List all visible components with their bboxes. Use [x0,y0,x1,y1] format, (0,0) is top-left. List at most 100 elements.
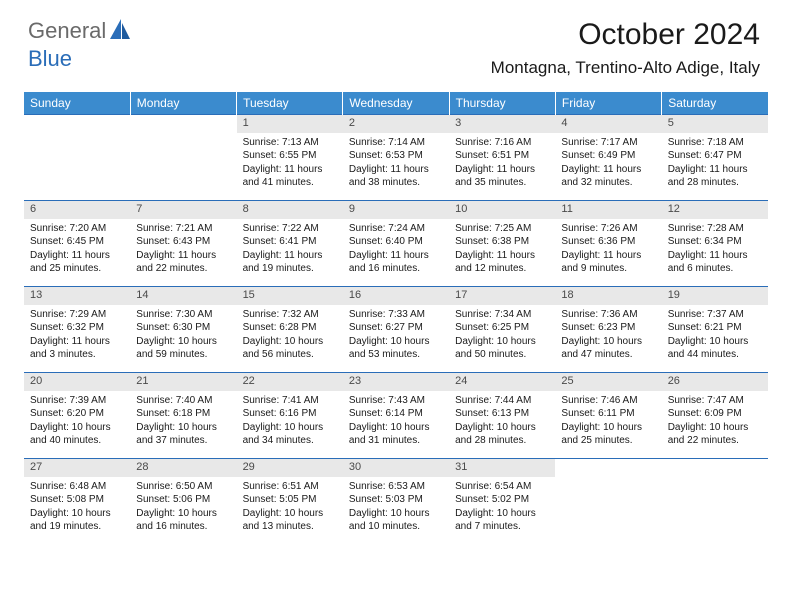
weekday-header-row: Sunday Monday Tuesday Wednesday Thursday… [24,92,768,115]
sunset-text: Sunset: 6:53 PM [349,149,443,163]
sunrise-text: Sunrise: 6:48 AM [30,480,124,494]
sunrise-text: Sunrise: 7:41 AM [243,394,337,408]
day-number-cell: 22 [237,373,343,391]
daylight-text: Daylight: 10 hours and 50 minutes. [455,335,549,362]
sunset-text: Sunset: 5:03 PM [349,493,443,507]
sunset-text: Sunset: 6:20 PM [30,407,124,421]
day-number-cell [130,115,236,133]
content-row: Sunrise: 7:20 AMSunset: 6:45 PMDaylight:… [24,219,768,287]
daylight-text: Daylight: 10 hours and 56 minutes. [243,335,337,362]
day-number-cell: 2 [343,115,449,133]
sunset-text: Sunset: 6:38 PM [455,235,549,249]
sunset-text: Sunset: 6:43 PM [136,235,230,249]
daylight-text: Daylight: 10 hours and 40 minutes. [30,421,124,448]
logo-text-blue: Blue [28,46,72,71]
day-number-cell [662,459,768,477]
sunrise-text: Sunrise: 7:29 AM [30,308,124,322]
day-content-cell: Sunrise: 7:25 AMSunset: 6:38 PMDaylight:… [449,219,555,287]
day-number-cell: 28 [130,459,236,477]
content-row: Sunrise: 7:39 AMSunset: 6:20 PMDaylight:… [24,391,768,459]
sunrise-text: Sunrise: 7:22 AM [243,222,337,236]
day-number-cell: 26 [662,373,768,391]
daylight-text: Daylight: 11 hours and 41 minutes. [243,163,337,190]
daylight-text: Daylight: 10 hours and 16 minutes. [136,507,230,534]
sunrise-text: Sunrise: 7:33 AM [349,308,443,322]
daylight-text: Daylight: 10 hours and 19 minutes. [30,507,124,534]
sunset-text: Sunset: 6:55 PM [243,149,337,163]
sunrise-text: Sunrise: 6:50 AM [136,480,230,494]
sunrise-text: Sunrise: 7:14 AM [349,136,443,150]
sunset-text: Sunset: 6:21 PM [668,321,762,335]
day-content-cell: Sunrise: 7:28 AMSunset: 6:34 PMDaylight:… [662,219,768,287]
day-content-cell: Sunrise: 7:44 AMSunset: 6:13 PMDaylight:… [449,391,555,459]
sunrise-text: Sunrise: 7:32 AM [243,308,337,322]
sunset-text: Sunset: 6:23 PM [561,321,655,335]
weekday-header: Tuesday [237,92,343,115]
sunrise-text: Sunrise: 7:34 AM [455,308,549,322]
daylight-text: Daylight: 11 hours and 35 minutes. [455,163,549,190]
sunrise-text: Sunrise: 7:16 AM [455,136,549,150]
sunrise-text: Sunrise: 7:37 AM [668,308,762,322]
month-title: October 2024 [491,18,760,52]
daylight-text: Daylight: 10 hours and 34 minutes. [243,421,337,448]
sunset-text: Sunset: 5:02 PM [455,493,549,507]
day-content-cell: Sunrise: 7:41 AMSunset: 6:16 PMDaylight:… [237,391,343,459]
weekday-header: Thursday [449,92,555,115]
daylight-text: Daylight: 11 hours and 32 minutes. [561,163,655,190]
daylight-text: Daylight: 11 hours and 28 minutes. [668,163,762,190]
daynum-row: 20212223242526 [24,373,768,391]
day-number-cell: 27 [24,459,130,477]
day-content-cell [555,477,661,545]
daynum-row: 2728293031 [24,459,768,477]
sunset-text: Sunset: 5:05 PM [243,493,337,507]
day-content-cell: Sunrise: 7:40 AMSunset: 6:18 PMDaylight:… [130,391,236,459]
day-content-cell: Sunrise: 6:54 AMSunset: 5:02 PMDaylight:… [449,477,555,545]
logo-text-general: General [28,18,106,44]
day-content-cell [130,133,236,201]
sunrise-text: Sunrise: 7:44 AM [455,394,549,408]
sunrise-text: Sunrise: 7:18 AM [668,136,762,150]
sunrise-text: Sunrise: 7:21 AM [136,222,230,236]
sunset-text: Sunset: 6:49 PM [561,149,655,163]
weekday-header: Sunday [24,92,130,115]
daylight-text: Daylight: 10 hours and 28 minutes. [455,421,549,448]
title-block: October 2024 Montagna, Trentino-Alto Adi… [491,18,760,78]
weekday-header: Monday [130,92,236,115]
logo-sail-icon [110,19,132,44]
daylight-text: Daylight: 11 hours and 9 minutes. [561,249,655,276]
day-content-cell: Sunrise: 6:51 AMSunset: 5:05 PMDaylight:… [237,477,343,545]
content-row: Sunrise: 7:13 AMSunset: 6:55 PMDaylight:… [24,133,768,201]
day-content-cell: Sunrise: 6:53 AMSunset: 5:03 PMDaylight:… [343,477,449,545]
day-content-cell: Sunrise: 7:36 AMSunset: 6:23 PMDaylight:… [555,305,661,373]
day-number-cell: 10 [449,201,555,219]
header: General October 2024 Montagna, Trentino-… [0,0,792,78]
daylight-text: Daylight: 10 hours and 59 minutes. [136,335,230,362]
daylight-text: Daylight: 11 hours and 16 minutes. [349,249,443,276]
sunset-text: Sunset: 6:18 PM [136,407,230,421]
daynum-row: 6789101112 [24,201,768,219]
daylight-text: Daylight: 10 hours and 44 minutes. [668,335,762,362]
day-number-cell: 19 [662,287,768,305]
sunrise-text: Sunrise: 7:26 AM [561,222,655,236]
day-number-cell: 29 [237,459,343,477]
day-number-cell [24,115,130,133]
sunset-text: Sunset: 6:30 PM [136,321,230,335]
day-number-cell: 20 [24,373,130,391]
sunrise-text: Sunrise: 6:54 AM [455,480,549,494]
day-content-cell: Sunrise: 7:46 AMSunset: 6:11 PMDaylight:… [555,391,661,459]
sunset-text: Sunset: 6:36 PM [561,235,655,249]
day-number-cell: 3 [449,115,555,133]
sunset-text: Sunset: 6:40 PM [349,235,443,249]
day-number-cell: 11 [555,201,661,219]
day-number-cell: 13 [24,287,130,305]
sunrise-text: Sunrise: 7:30 AM [136,308,230,322]
sunrise-text: Sunrise: 7:17 AM [561,136,655,150]
daylight-text: Daylight: 11 hours and 6 minutes. [668,249,762,276]
day-number-cell: 16 [343,287,449,305]
day-number-cell: 31 [449,459,555,477]
sunset-text: Sunset: 6:32 PM [30,321,124,335]
sunset-text: Sunset: 6:27 PM [349,321,443,335]
weekday-header: Wednesday [343,92,449,115]
daylight-text: Daylight: 11 hours and 25 minutes. [30,249,124,276]
sunrise-text: Sunrise: 7:13 AM [243,136,337,150]
